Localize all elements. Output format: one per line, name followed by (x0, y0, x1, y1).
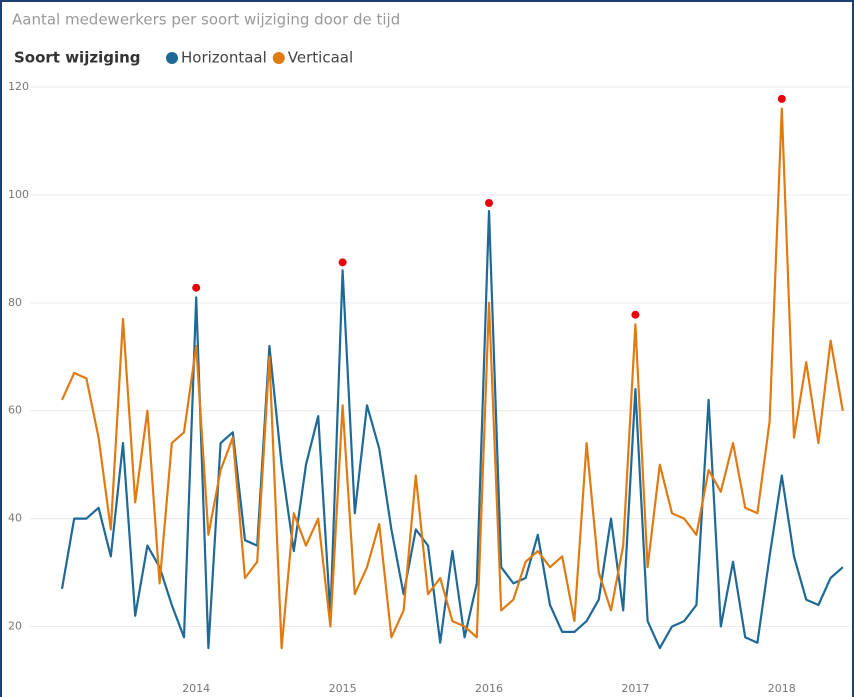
legend-label: Verticaal (288, 49, 353, 67)
legend-label: Horizontaal (181, 49, 267, 67)
highlight-marker (485, 199, 493, 208)
y-tick-label: 20 (8, 620, 22, 633)
highlight-marker (777, 94, 786, 103)
x-tick-label: 2018 (768, 682, 796, 695)
highlight-marker (631, 310, 640, 319)
legend-title: Soort wijziging (14, 49, 141, 67)
y-tick-label: 60 (8, 404, 22, 417)
chart-title: Aantal medewerkers per soort wijziging d… (12, 11, 400, 29)
x-tick-label: 2014 (182, 682, 210, 695)
y-tick-label: 80 (8, 296, 22, 309)
x-tick-label: 2016 (475, 682, 503, 695)
legend-marker (166, 52, 178, 64)
legend: Horizontaal Verticaal (166, 49, 353, 67)
x-tick-label: 2017 (621, 682, 649, 695)
highlight-marker (338, 258, 347, 267)
series-line (60, 107, 844, 650)
legend-marker (272, 52, 285, 64)
highlight-marker (192, 283, 201, 292)
y-tick-label: 40 (8, 512, 22, 525)
y-tick-label: 120 (8, 80, 29, 93)
y-tick-label: 100 (8, 188, 29, 201)
x-tick-label: 2015 (329, 682, 357, 695)
